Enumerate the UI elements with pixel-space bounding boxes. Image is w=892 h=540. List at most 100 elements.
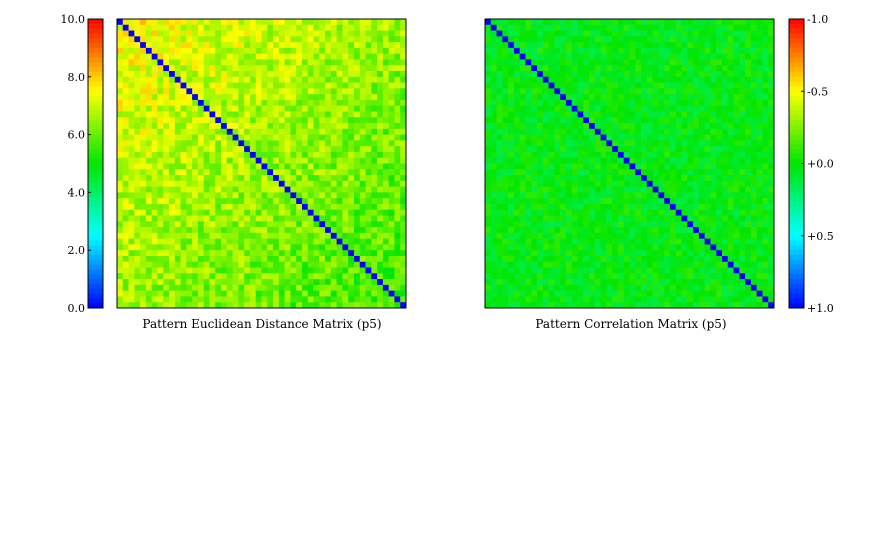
matrix-cell <box>641 94 648 101</box>
matrix-cell <box>629 82 636 89</box>
matrix-cell <box>255 163 262 170</box>
matrix-cell <box>646 244 654 251</box>
matrix-cell <box>560 273 567 280</box>
matrix-cell <box>163 36 170 43</box>
matrix-cell <box>203 302 210 309</box>
matrix-cell <box>157 128 164 135</box>
matrix-cell <box>750 94 758 101</box>
matrix-cell <box>542 53 549 60</box>
matrix-cell <box>180 151 187 159</box>
matrix-cell <box>163 82 170 89</box>
matrix-cell <box>128 175 135 182</box>
matrix-cell <box>513 71 521 78</box>
matrix-cell <box>203 76 210 83</box>
matrix-cell <box>365 134 372 141</box>
matrix-cell <box>669 169 677 176</box>
matrix-cell <box>186 151 193 159</box>
matrix-cell <box>117 290 124 297</box>
matrix-cell <box>192 146 199 153</box>
matrix-cell <box>612 111 619 118</box>
matrix-cell <box>400 180 407 188</box>
matrix-cell <box>652 88 659 95</box>
matrix-cell <box>687 175 694 182</box>
matrix-cell <box>554 296 561 303</box>
matrix-cell <box>313 99 320 107</box>
matrix-cell <box>693 71 700 78</box>
matrix-cell <box>571 82 578 89</box>
matrix-cell <box>128 284 135 292</box>
matrix-cell <box>353 59 361 66</box>
matrix-cell <box>635 203 642 211</box>
matrix-cell <box>745 99 752 107</box>
matrix-cell <box>485 105 492 112</box>
matrix-cell <box>197 65 205 72</box>
matrix-cell <box>232 238 239 245</box>
matrix-cell <box>313 65 320 72</box>
matrix-cell <box>600 65 607 72</box>
matrix-cell <box>244 94 251 101</box>
matrix-cell <box>710 71 717 78</box>
matrix-cell <box>716 203 723 211</box>
matrix-cell <box>710 151 717 159</box>
matrix-cell <box>716 82 723 89</box>
matrix-cell <box>768 186 775 193</box>
matrix-cell <box>348 99 355 107</box>
matrix-cell <box>669 134 677 141</box>
matrix-cell <box>577 47 584 55</box>
matrix-cell <box>394 111 401 118</box>
matrix-cell <box>325 59 332 66</box>
matrix-cell <box>542 227 549 234</box>
matrix-cell <box>278 134 286 141</box>
matrix-cell <box>353 123 361 130</box>
matrix-cell <box>733 215 740 222</box>
matrix-cell <box>577 146 584 153</box>
matrix-cell <box>301 284 309 292</box>
matrix-cell <box>203 146 210 153</box>
matrix-cell <box>542 232 549 240</box>
matrix-cell <box>698 111 706 118</box>
matrix-cell <box>128 134 135 141</box>
matrix-cell <box>273 117 280 124</box>
matrix-cell <box>151 82 158 89</box>
matrix-cell <box>238 76 245 83</box>
matrix-cell <box>134 180 141 188</box>
matrix-cell <box>244 163 251 170</box>
matrix-cell <box>301 146 309 153</box>
matrix-cell <box>675 105 682 112</box>
matrix-cell <box>739 117 746 124</box>
matrix-cell <box>365 140 372 147</box>
matrix-cell <box>307 244 314 251</box>
matrix-cell <box>128 82 135 89</box>
matrix-cell <box>571 169 578 176</box>
matrix-cell <box>134 157 141 164</box>
matrix-cell <box>342 261 349 268</box>
matrix-cell <box>261 105 268 112</box>
matrix-cell <box>226 192 233 199</box>
matrix-cell <box>658 30 665 37</box>
matrix-cell <box>122 261 129 268</box>
matrix-cell <box>273 169 280 176</box>
matrix-cell <box>531 123 538 130</box>
matrix-cell <box>342 128 349 135</box>
matrix-cell <box>652 53 659 60</box>
matrix-cell <box>617 169 625 176</box>
matrix-cell <box>710 279 717 286</box>
diagonal-cell <box>571 105 578 112</box>
matrix-cell <box>704 203 711 211</box>
matrix-cell <box>157 71 164 78</box>
matrix-cell <box>209 279 216 286</box>
matrix-cell <box>400 290 407 297</box>
matrix-cell <box>209 36 216 43</box>
matrix-cell <box>519 47 526 55</box>
matrix-cell <box>750 59 758 66</box>
matrix-cell <box>571 244 578 251</box>
matrix-cell <box>221 88 228 95</box>
matrix-cell <box>762 24 769 31</box>
matrix-cell <box>577 180 584 188</box>
matrix-cell <box>371 117 378 124</box>
matrix-cell <box>496 238 503 245</box>
matrix-cell <box>750 111 758 118</box>
matrix-cell <box>128 111 135 118</box>
matrix-cell <box>675 284 682 292</box>
diagonal-cell <box>221 123 228 130</box>
